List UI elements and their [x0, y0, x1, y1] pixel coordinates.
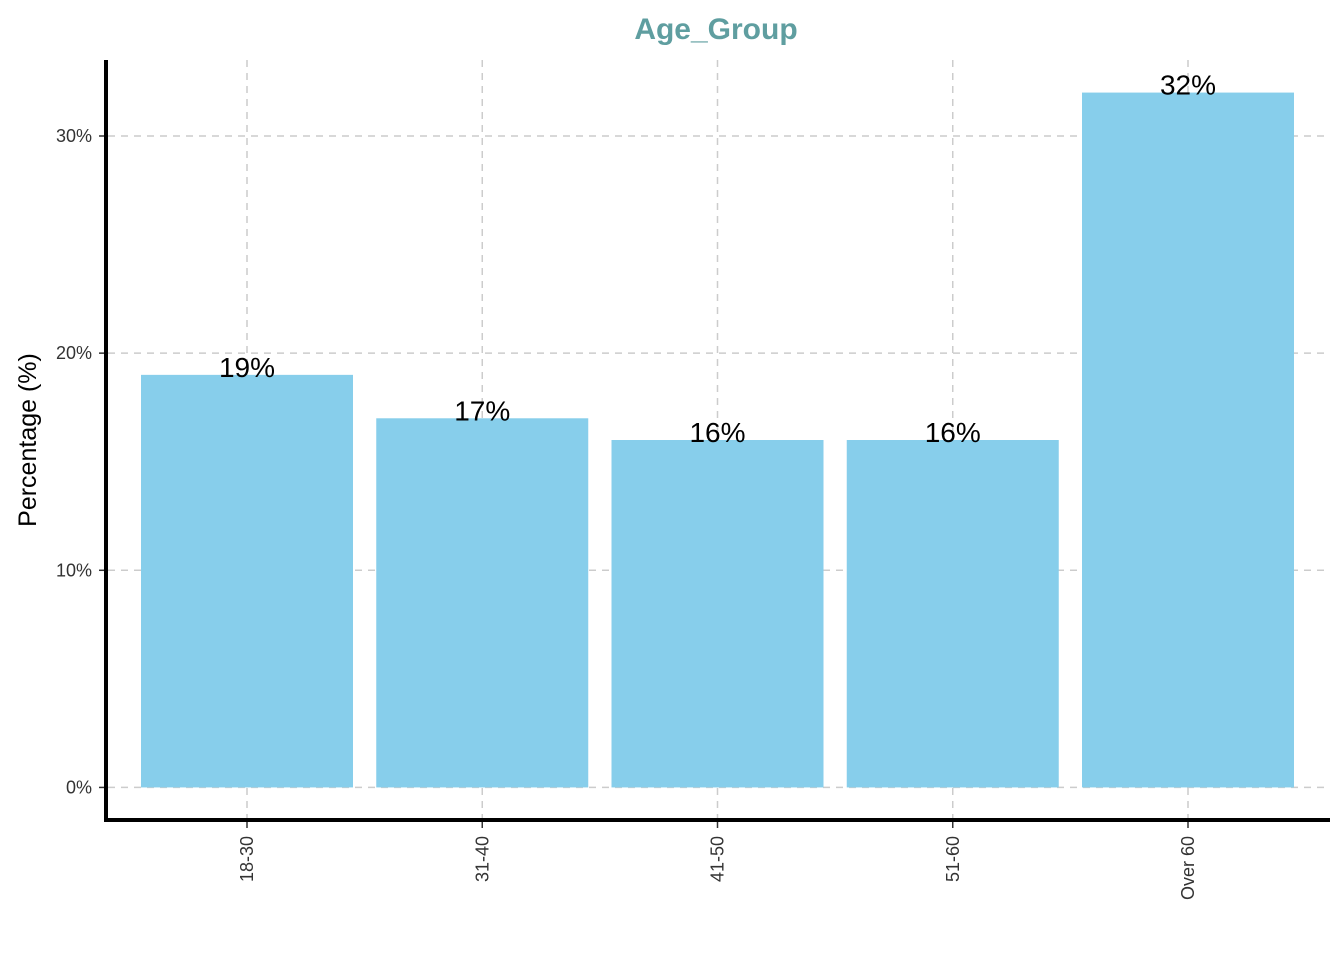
- y-tick-label: 30%: [56, 126, 92, 146]
- x-tick-label: 18-30: [237, 836, 257, 882]
- data-labels-layer: 19% 17% 16% 16% 32%: [219, 70, 1216, 448]
- bar: [611, 440, 824, 788]
- bar: [1082, 92, 1294, 788]
- ticks-layer: 0% 10% 20% 30% 18-30 31-40 41-50 51-60 Over 60: [56, 126, 1198, 900]
- data-label: 19%: [219, 352, 275, 383]
- x-tick-label: 41-50: [708, 836, 728, 882]
- data-label: 16%: [689, 417, 745, 448]
- data-label: 32%: [1160, 70, 1216, 101]
- x-tick-label: Over 60: [1178, 836, 1198, 900]
- y-axis-label: Percentage (%): [14, 353, 42, 527]
- x-tick-label: 31-40: [472, 836, 492, 882]
- bar: [141, 374, 353, 788]
- bar: [376, 418, 589, 788]
- x-tick-label: 51-60: [943, 836, 963, 882]
- chart-title: Age_Group: [634, 13, 797, 46]
- y-tick-label: 10%: [56, 560, 92, 580]
- y-tick-label: 0%: [66, 777, 92, 797]
- y-tick-label: 20%: [56, 343, 92, 363]
- bars-layer: [141, 92, 1294, 788]
- data-label: 16%: [925, 417, 981, 448]
- data-label: 17%: [454, 395, 510, 426]
- bar: [846, 440, 1059, 788]
